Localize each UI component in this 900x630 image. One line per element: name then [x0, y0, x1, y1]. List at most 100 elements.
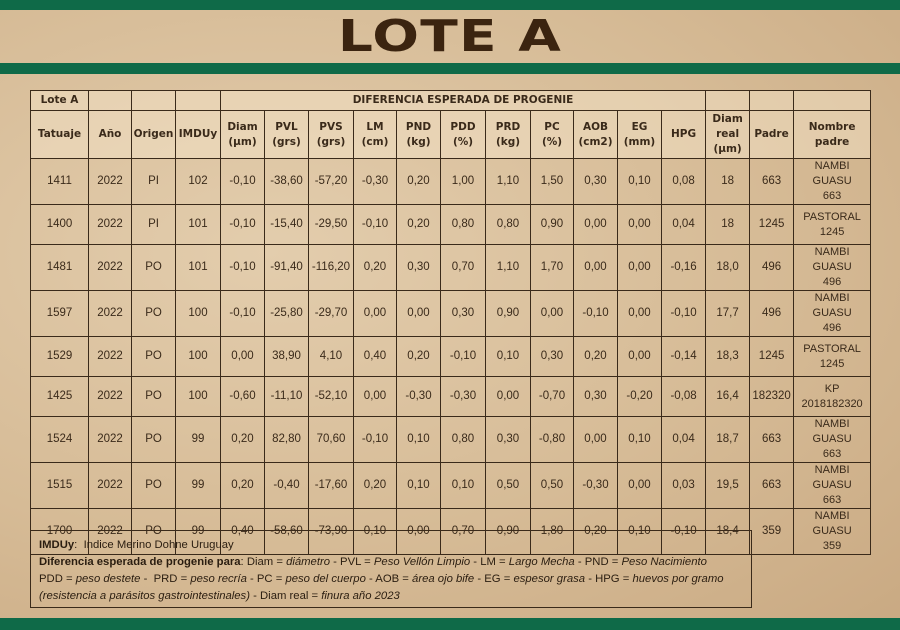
table-cell: -52,10 [308, 376, 354, 417]
column-header-text: Año [98, 128, 122, 140]
table-cell: 0,80 [440, 204, 486, 245]
legend-text: - HPG = [585, 573, 633, 585]
table-cell: 0,03 [660, 462, 707, 509]
table-cell: 0,20 [220, 416, 265, 463]
table-cell: 0,00 [396, 508, 441, 555]
legend-box: IMDUy: Indice Merino Dohne Uruguay Difere… [30, 530, 752, 608]
column-header-text: Diam [712, 113, 743, 125]
table-cell: -116,20 [308, 244, 354, 291]
legend-text: área ojo bife [412, 573, 475, 585]
cell-text: PASTORAL [803, 210, 861, 223]
table-cell: -17,60 [308, 462, 354, 509]
table-cell: 1,80 [530, 508, 574, 555]
table-cell: 359 [749, 508, 795, 555]
table-cell: 100 [175, 376, 221, 417]
table-cell: 100 [175, 336, 221, 377]
table-cell: 99 [175, 508, 221, 555]
lote-label: Lote A [30, 90, 89, 111]
column-header-text: (kg) [406, 135, 431, 148]
table-cell: 1529 [30, 336, 89, 377]
column-header-text: (grs) [272, 135, 301, 148]
table-cell: 0,00 [396, 290, 441, 337]
table-cell: 18,4 [705, 508, 751, 555]
column-header: Padre [749, 110, 795, 159]
table-cell: 70,60 [308, 416, 354, 463]
legend-text: peso recría [190, 573, 247, 585]
cell-text: NAMBI GUASU [812, 160, 852, 187]
column-header: IMDUy [175, 110, 221, 159]
table-cell: 0,00 [573, 416, 618, 463]
table-cell: -0,60 [220, 376, 265, 417]
table-cell: -15,40 [264, 204, 309, 245]
legend-text: - AOB = [365, 573, 413, 585]
table-cell: PI [131, 204, 176, 245]
cell-nombre-padre: PASTORAL 1245 [793, 336, 872, 377]
legend-line: (resistencia a parásitos gastrointestina… [39, 588, 743, 605]
group-header: DIFERENCIA ESPERADA DE PROGENIE [219, 90, 707, 111]
table-cell: PI [131, 158, 176, 205]
table-cell: -0,30 [353, 158, 397, 205]
table-cell: 0,10 [617, 508, 662, 555]
table-cell: PO [131, 376, 176, 417]
table-cell: 1,50 [530, 158, 574, 205]
table-cell: 18,0 [705, 244, 751, 291]
table-cell: -0,30 [573, 462, 618, 509]
table-cell: -0,10 [353, 416, 397, 463]
table-cell: 0,08 [660, 158, 707, 205]
table-cell: 17,7 [705, 290, 751, 337]
column-header-text: PDD [450, 120, 476, 133]
table-cell: 0,10 [485, 336, 531, 377]
table-cell: 0,50 [530, 462, 574, 509]
cell-text: NAMBI GUASU [812, 292, 852, 319]
table-cell: 0,00 [573, 204, 618, 245]
table-cell: 0,10 [396, 462, 441, 509]
table-row: 1400 2022 PI 101 -0,10 -15,40 -29,50 -0,10 0,20 0… [30, 204, 872, 245]
table-cell: 0,30 [396, 244, 441, 291]
column-header-text: LM [366, 120, 384, 133]
table-cell: PO [131, 416, 176, 463]
table-cell: 1400 [30, 204, 89, 245]
table-cell: -0,10 [440, 336, 486, 377]
column-header: PDD (%) [440, 110, 486, 159]
table-cell: 1,00 [440, 158, 486, 205]
legend-text: : Indice Merino Dohne Uruguay [74, 539, 234, 551]
table-cell: 1515 [30, 462, 89, 509]
cell-text: 496 [822, 322, 842, 334]
table-cell: 101 [175, 204, 221, 245]
table-cell: -38,60 [264, 158, 309, 205]
table-cell: 0,20 [396, 204, 441, 245]
cell-text: 1245 [819, 357, 845, 370]
cell-text: 1245 [819, 225, 845, 238]
legend-text: - PC = [246, 573, 286, 585]
column-header-text: PVS [319, 120, 343, 133]
table-cell: -11,10 [264, 376, 309, 417]
bottom-green-band [0, 618, 900, 630]
column-header: PC (%) [530, 110, 574, 159]
table-cell: 0,80 [440, 416, 486, 463]
table-row: 1515 2022 PO 99 0,20 -0,40 -17,60 0,20 0,10 0,10 0… [30, 462, 872, 509]
table-cell: 0,00 [353, 376, 397, 417]
table-cell: 19,5 [705, 462, 751, 509]
table-cell: 0,00 [573, 244, 618, 291]
progeny-table: Lote A DIFERENCIA ESPERADA DE PROGENIE T… [30, 90, 872, 555]
table-row: 1524 2022 PO 99 0,20 82,80 70,60 -0,10 0,10 0,80 0… [30, 416, 872, 463]
table-cell: 0,50 [485, 462, 531, 509]
cell-text: PASTORAL [803, 342, 861, 355]
table-cell: 0,10 [396, 416, 441, 463]
column-header-text: (µm) [228, 135, 257, 148]
table-cell: 1245 [749, 336, 795, 377]
table-cell: 2022 [88, 290, 132, 337]
table-cell: -0,10 [220, 204, 265, 245]
legend-text: peso del cuerpo [285, 573, 366, 585]
table-cell: 663 [749, 416, 795, 463]
legend-text: finura año 2023 [321, 590, 400, 602]
table-cell: -0,10 [573, 290, 618, 337]
column-header: Nombre padre [793, 110, 872, 159]
column-header-text: AOB [582, 120, 609, 133]
table-cell: 0,90 [485, 290, 531, 337]
column-header-text: PRD [495, 120, 521, 133]
column-header-text: (%) [452, 135, 474, 148]
table-cell: 102 [175, 158, 221, 205]
column-header: EG (mm) [617, 110, 662, 159]
cell-text: KP [824, 382, 840, 395]
